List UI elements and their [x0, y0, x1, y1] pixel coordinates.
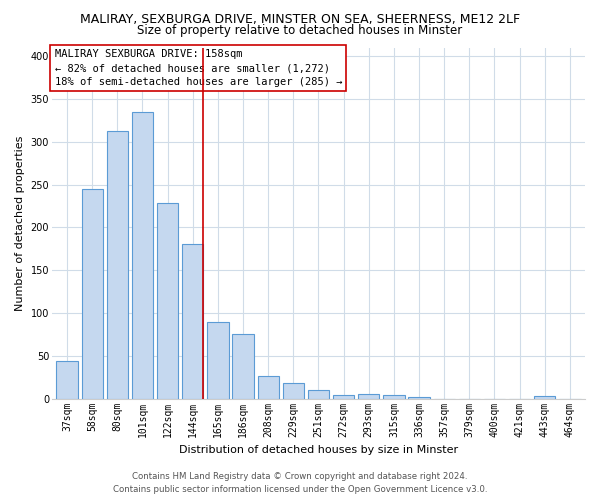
Bar: [207, 322, 229, 398]
Bar: [283, 383, 304, 398]
Bar: [409, 397, 430, 398]
Text: Size of property relative to detached houses in Minster: Size of property relative to detached ho…: [137, 24, 463, 37]
Bar: [358, 394, 379, 398]
Bar: [383, 395, 404, 398]
Bar: [132, 112, 153, 399]
Bar: [107, 132, 128, 398]
Bar: [56, 361, 78, 399]
Bar: [534, 396, 556, 398]
Bar: [232, 334, 254, 398]
Text: MALIRAY SEXBURGA DRIVE: 158sqm
← 82% of detached houses are smaller (1,272)
18% : MALIRAY SEXBURGA DRIVE: 158sqm ← 82% of …: [55, 50, 342, 88]
Text: MALIRAY, SEXBURGA DRIVE, MINSTER ON SEA, SHEERNESS, ME12 2LF: MALIRAY, SEXBURGA DRIVE, MINSTER ON SEA,…: [80, 12, 520, 26]
X-axis label: Distribution of detached houses by size in Minster: Distribution of detached houses by size …: [179, 445, 458, 455]
Bar: [257, 376, 279, 398]
Bar: [157, 204, 178, 398]
Text: Contains HM Land Registry data © Crown copyright and database right 2024.
Contai: Contains HM Land Registry data © Crown c…: [113, 472, 487, 494]
Bar: [82, 189, 103, 398]
Bar: [333, 395, 355, 398]
Y-axis label: Number of detached properties: Number of detached properties: [15, 136, 25, 311]
Bar: [308, 390, 329, 398]
Bar: [182, 244, 203, 398]
